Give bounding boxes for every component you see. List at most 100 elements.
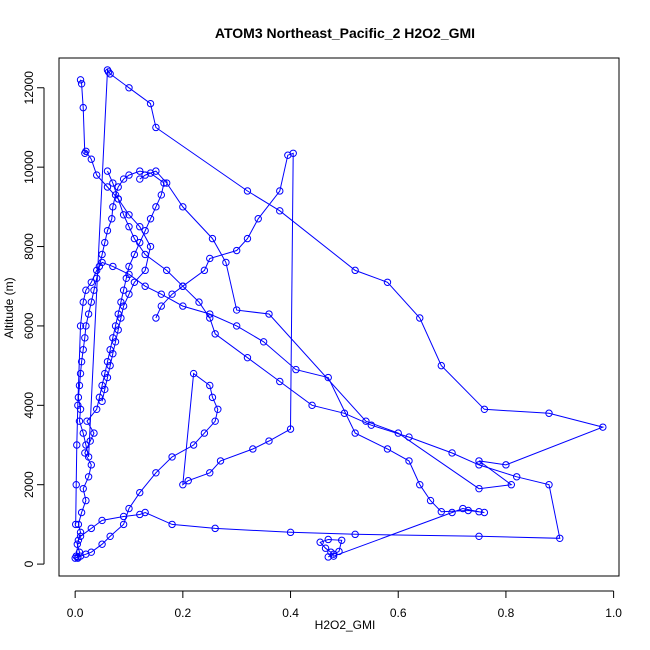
data-point [383, 278, 392, 286]
data-point [208, 393, 217, 402]
data-point [136, 167, 144, 175]
x-tick-label: 0.2 [175, 606, 192, 620]
data-point [276, 187, 284, 195]
x-tick-label: 0.0 [67, 606, 84, 620]
data-point [109, 203, 117, 211]
y-tick-label: 0 [22, 560, 36, 567]
data-point [82, 322, 90, 330]
data-point [351, 530, 359, 539]
data-point [74, 536, 83, 544]
data-point [157, 290, 166, 298]
data-point [184, 477, 192, 485]
data-point [75, 417, 84, 425]
data-point [76, 322, 85, 330]
data-point [599, 423, 607, 431]
data-point [136, 488, 144, 497]
data-point [168, 290, 176, 298]
data-point [179, 203, 187, 211]
data-point [87, 155, 96, 163]
data-point [109, 262, 117, 271]
data-point [101, 385, 109, 394]
data-point [109, 350, 117, 358]
data-point [77, 357, 86, 366]
data-point [405, 433, 413, 441]
data-point [130, 278, 139, 286]
data-point [232, 246, 241, 255]
y-tick-label: 4000 [22, 392, 36, 419]
data-point [125, 270, 133, 279]
data-point [125, 84, 133, 92]
data-point [83, 417, 91, 425]
data-point [152, 167, 160, 175]
series-line [74, 152, 294, 559]
data-point [74, 401, 82, 410]
data-point [243, 353, 252, 362]
data-point [87, 461, 96, 469]
data-point [179, 302, 187, 310]
data-point [211, 417, 219, 425]
plot-frame [58, 57, 620, 577]
data-point [475, 457, 483, 465]
data-point [125, 262, 133, 271]
series-line [75, 170, 561, 557]
data-point [130, 234, 139, 243]
data-point [475, 532, 483, 541]
data-point [168, 453, 176, 461]
data-point [367, 421, 376, 429]
data-point [141, 266, 149, 275]
data-point [254, 215, 262, 223]
data-point [168, 520, 176, 529]
data-point [162, 266, 171, 275]
chart-title: ATOM3 Northeast_Pacific_2 H2O2_GMI [215, 25, 475, 41]
data-point [71, 520, 80, 529]
data-point [75, 381, 84, 390]
data-point [265, 437, 273, 445]
data-point [103, 226, 112, 235]
data-point [195, 298, 203, 306]
data-point [211, 524, 219, 533]
data-point [114, 183, 122, 191]
data-point [101, 238, 109, 247]
plot-area [71, 66, 607, 562]
data-point [162, 179, 171, 187]
data-point [141, 171, 149, 179]
data-point [480, 508, 489, 517]
data-point [351, 429, 359, 437]
data-point [222, 258, 230, 267]
data-point [200, 429, 209, 437]
data-point [249, 445, 257, 453]
data-point [416, 481, 424, 489]
data-point [84, 453, 93, 461]
data-point [79, 298, 87, 306]
data-point [81, 334, 89, 342]
data-point [286, 425, 295, 433]
data-point [189, 441, 198, 449]
y-tick-label: 12000 [22, 71, 36, 105]
data-point [76, 528, 85, 537]
data-point [324, 535, 332, 544]
data-point [243, 234, 252, 243]
data-point [141, 282, 149, 290]
x-tick-label: 1.0 [605, 606, 622, 620]
data-point [284, 151, 292, 159]
data-point [74, 520, 83, 529]
data-point [337, 536, 346, 544]
data-point [321, 544, 330, 552]
data-point [76, 369, 85, 378]
data-point [316, 538, 324, 546]
data-point [106, 361, 114, 370]
data-point [98, 258, 106, 267]
data-point [308, 401, 316, 410]
y-axis: 0 2000 4000 6000 8000 10000 12000 [22, 71, 45, 567]
series-line [80, 79, 152, 402]
data-point [276, 377, 284, 386]
data-point [448, 508, 456, 517]
x-axis: 0.0 0.2 0.4 0.6 0.8 1.0 [67, 590, 622, 620]
data-point [329, 552, 338, 560]
data-point [98, 397, 106, 406]
x-tick-label: 0.4 [282, 606, 299, 620]
data-point [152, 203, 160, 211]
data-point [98, 516, 106, 525]
data-point [104, 68, 113, 76]
data-point [84, 310, 93, 318]
